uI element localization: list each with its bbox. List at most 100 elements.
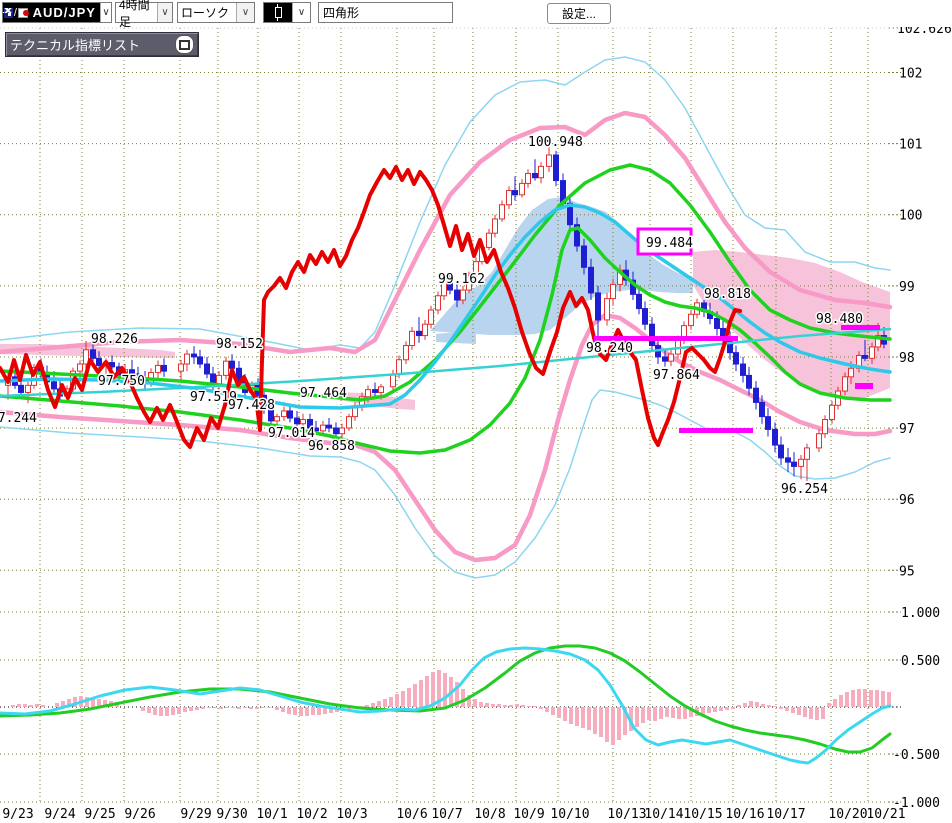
macd-histogram-bar bbox=[243, 707, 247, 708]
macd-histogram-bar bbox=[437, 670, 441, 707]
x-axis-label: 10/16 bbox=[725, 807, 764, 822]
macd-histogram-bar bbox=[425, 676, 429, 707]
axis-label: 97 bbox=[899, 422, 915, 437]
macd-histogram-bar bbox=[743, 703, 747, 707]
x-axis-label: 9/24 bbox=[44, 807, 75, 822]
candle-bullish bbox=[428, 309, 434, 325]
drawn-horizontal-line[interactable] bbox=[855, 383, 873, 389]
macd-histogram-bar bbox=[153, 707, 157, 715]
macd-histogram-bar bbox=[305, 707, 309, 716]
macd-histogram-bar bbox=[539, 707, 543, 709]
axis-label: 1.000 bbox=[901, 606, 940, 621]
x-axis-label: 10/3 bbox=[336, 807, 367, 822]
macd-histogram-bar bbox=[371, 703, 375, 707]
macd-histogram-bar bbox=[141, 707, 145, 711]
macd-histogram-bar bbox=[479, 702, 483, 707]
restore-icon[interactable] bbox=[175, 35, 194, 54]
candle-bearish bbox=[649, 323, 655, 347]
macd-histogram-bar bbox=[97, 699, 101, 707]
settings-button[interactable]: 設定... bbox=[547, 3, 611, 24]
macd-histogram-bar bbox=[785, 707, 789, 711]
price-label: 97.519 bbox=[190, 390, 237, 405]
candle-bearish bbox=[18, 384, 24, 393]
candle-bullish bbox=[804, 447, 810, 460]
chevron-down-icon[interactable]: ∨ bbox=[99, 3, 111, 22]
macd-histogram-bar bbox=[413, 684, 417, 707]
candle-bullish bbox=[339, 427, 345, 435]
price-label: 97.864 bbox=[653, 368, 700, 383]
macd-histogram-bar bbox=[845, 692, 849, 707]
macd-histogram-bar bbox=[383, 699, 387, 707]
macd-histogram-bar bbox=[267, 707, 271, 708]
currency-pair-select[interactable]: / AUD/JPY ∨ bbox=[2, 2, 112, 23]
axis-label: -1.000 bbox=[893, 796, 940, 811]
macd-histogram-bar bbox=[73, 697, 77, 707]
macd-histogram-bar bbox=[575, 707, 579, 726]
drawn-horizontal-line[interactable] bbox=[679, 428, 753, 433]
macd-histogram-bar bbox=[455, 682, 459, 707]
chevron-down-icon[interactable]: ∨ bbox=[236, 3, 254, 22]
candle-bearish bbox=[287, 410, 293, 419]
candle-bullish bbox=[460, 289, 466, 301]
price-label: 99.162 bbox=[438, 272, 485, 287]
price-label-boxed: 99.484 bbox=[646, 236, 693, 251]
macd-histogram-bar bbox=[359, 706, 363, 707]
price-label: 98.152 bbox=[216, 337, 263, 352]
macd-histogram-bar bbox=[147, 707, 151, 713]
macd-histogram-bar bbox=[497, 704, 501, 707]
macd-histogram-bar bbox=[55, 703, 59, 707]
macd-histogram-bar bbox=[563, 707, 567, 721]
band-outer-lower bbox=[0, 389, 891, 579]
chart-type-select[interactable]: ローソク ∨ bbox=[177, 2, 255, 23]
candle-bullish bbox=[25, 384, 31, 393]
technical-indicator-list-panel[interactable]: テクニカル指標リスト bbox=[5, 32, 199, 57]
macd-histogram-bar bbox=[443, 673, 447, 707]
x-axis-label: 10/21 bbox=[866, 807, 905, 822]
candle-bullish bbox=[486, 232, 492, 248]
macd-histogram-bar bbox=[293, 707, 297, 715]
macd-histogram-bar bbox=[641, 707, 645, 723]
chart-canvas[interactable]: 102.626 102 101 100 99 98 97 96 95 1.000 0.500 -0.5… bbox=[0, 27, 952, 823]
macd-histogram-bar bbox=[521, 705, 525, 707]
candle-bullish bbox=[848, 367, 854, 378]
x-axis-label: 10/6 bbox=[396, 807, 427, 822]
candle-bullish bbox=[688, 313, 694, 327]
macd-histogram-bar bbox=[851, 690, 855, 707]
axis-label: 102.626 bbox=[897, 27, 952, 37]
price-label: 97.428 bbox=[228, 398, 275, 413]
candle-bullish bbox=[435, 295, 441, 311]
macd-histogram-bar bbox=[61, 701, 65, 707]
axis-label: 99 bbox=[899, 280, 915, 295]
macd-histogram-bar bbox=[201, 707, 205, 709]
candle-bullish bbox=[365, 389, 371, 398]
chevron-down-icon[interactable]: ∨ bbox=[292, 3, 310, 22]
macd-histogram-bar bbox=[599, 707, 603, 737]
macd-histogram-bar bbox=[395, 694, 399, 707]
draw-tool-field[interactable]: 四角形 bbox=[318, 2, 453, 23]
drawn-horizontal-line[interactable] bbox=[841, 325, 880, 330]
drawn-horizontal-line[interactable] bbox=[594, 336, 738, 341]
chevron-down-icon[interactable]: ∨ bbox=[157, 3, 172, 22]
chart-type-label: ローソク bbox=[181, 6, 230, 20]
macd-histogram-bar bbox=[839, 695, 843, 707]
macd-histogram-bar bbox=[623, 707, 627, 735]
candle-bearish bbox=[326, 424, 332, 429]
candle-bearish bbox=[778, 444, 784, 459]
macd-histogram-bar bbox=[503, 705, 507, 707]
candle-bullish bbox=[378, 386, 384, 393]
candle-bearish bbox=[307, 418, 313, 429]
macd-histogram-bar bbox=[701, 707, 705, 715]
candle-bullish bbox=[184, 353, 190, 365]
macd-histogram-bar bbox=[719, 707, 723, 711]
macd-histogram-bar bbox=[767, 705, 771, 707]
timeframe-select[interactable]: 4時間足 ∨ bbox=[115, 0, 173, 29]
price-label: 96.254 bbox=[781, 482, 828, 497]
drawn-rectangle[interactable] bbox=[636, 227, 693, 256]
ma-cyan-slow bbox=[0, 327, 892, 398]
candle-bearish bbox=[197, 356, 203, 365]
candle-style-select[interactable]: ∨ bbox=[263, 2, 311, 23]
macd-histogram-bar bbox=[23, 704, 27, 707]
candle-bearish bbox=[740, 363, 746, 376]
ma-green-lower bbox=[0, 226, 892, 455]
axis-label: -0.500 bbox=[893, 748, 940, 763]
